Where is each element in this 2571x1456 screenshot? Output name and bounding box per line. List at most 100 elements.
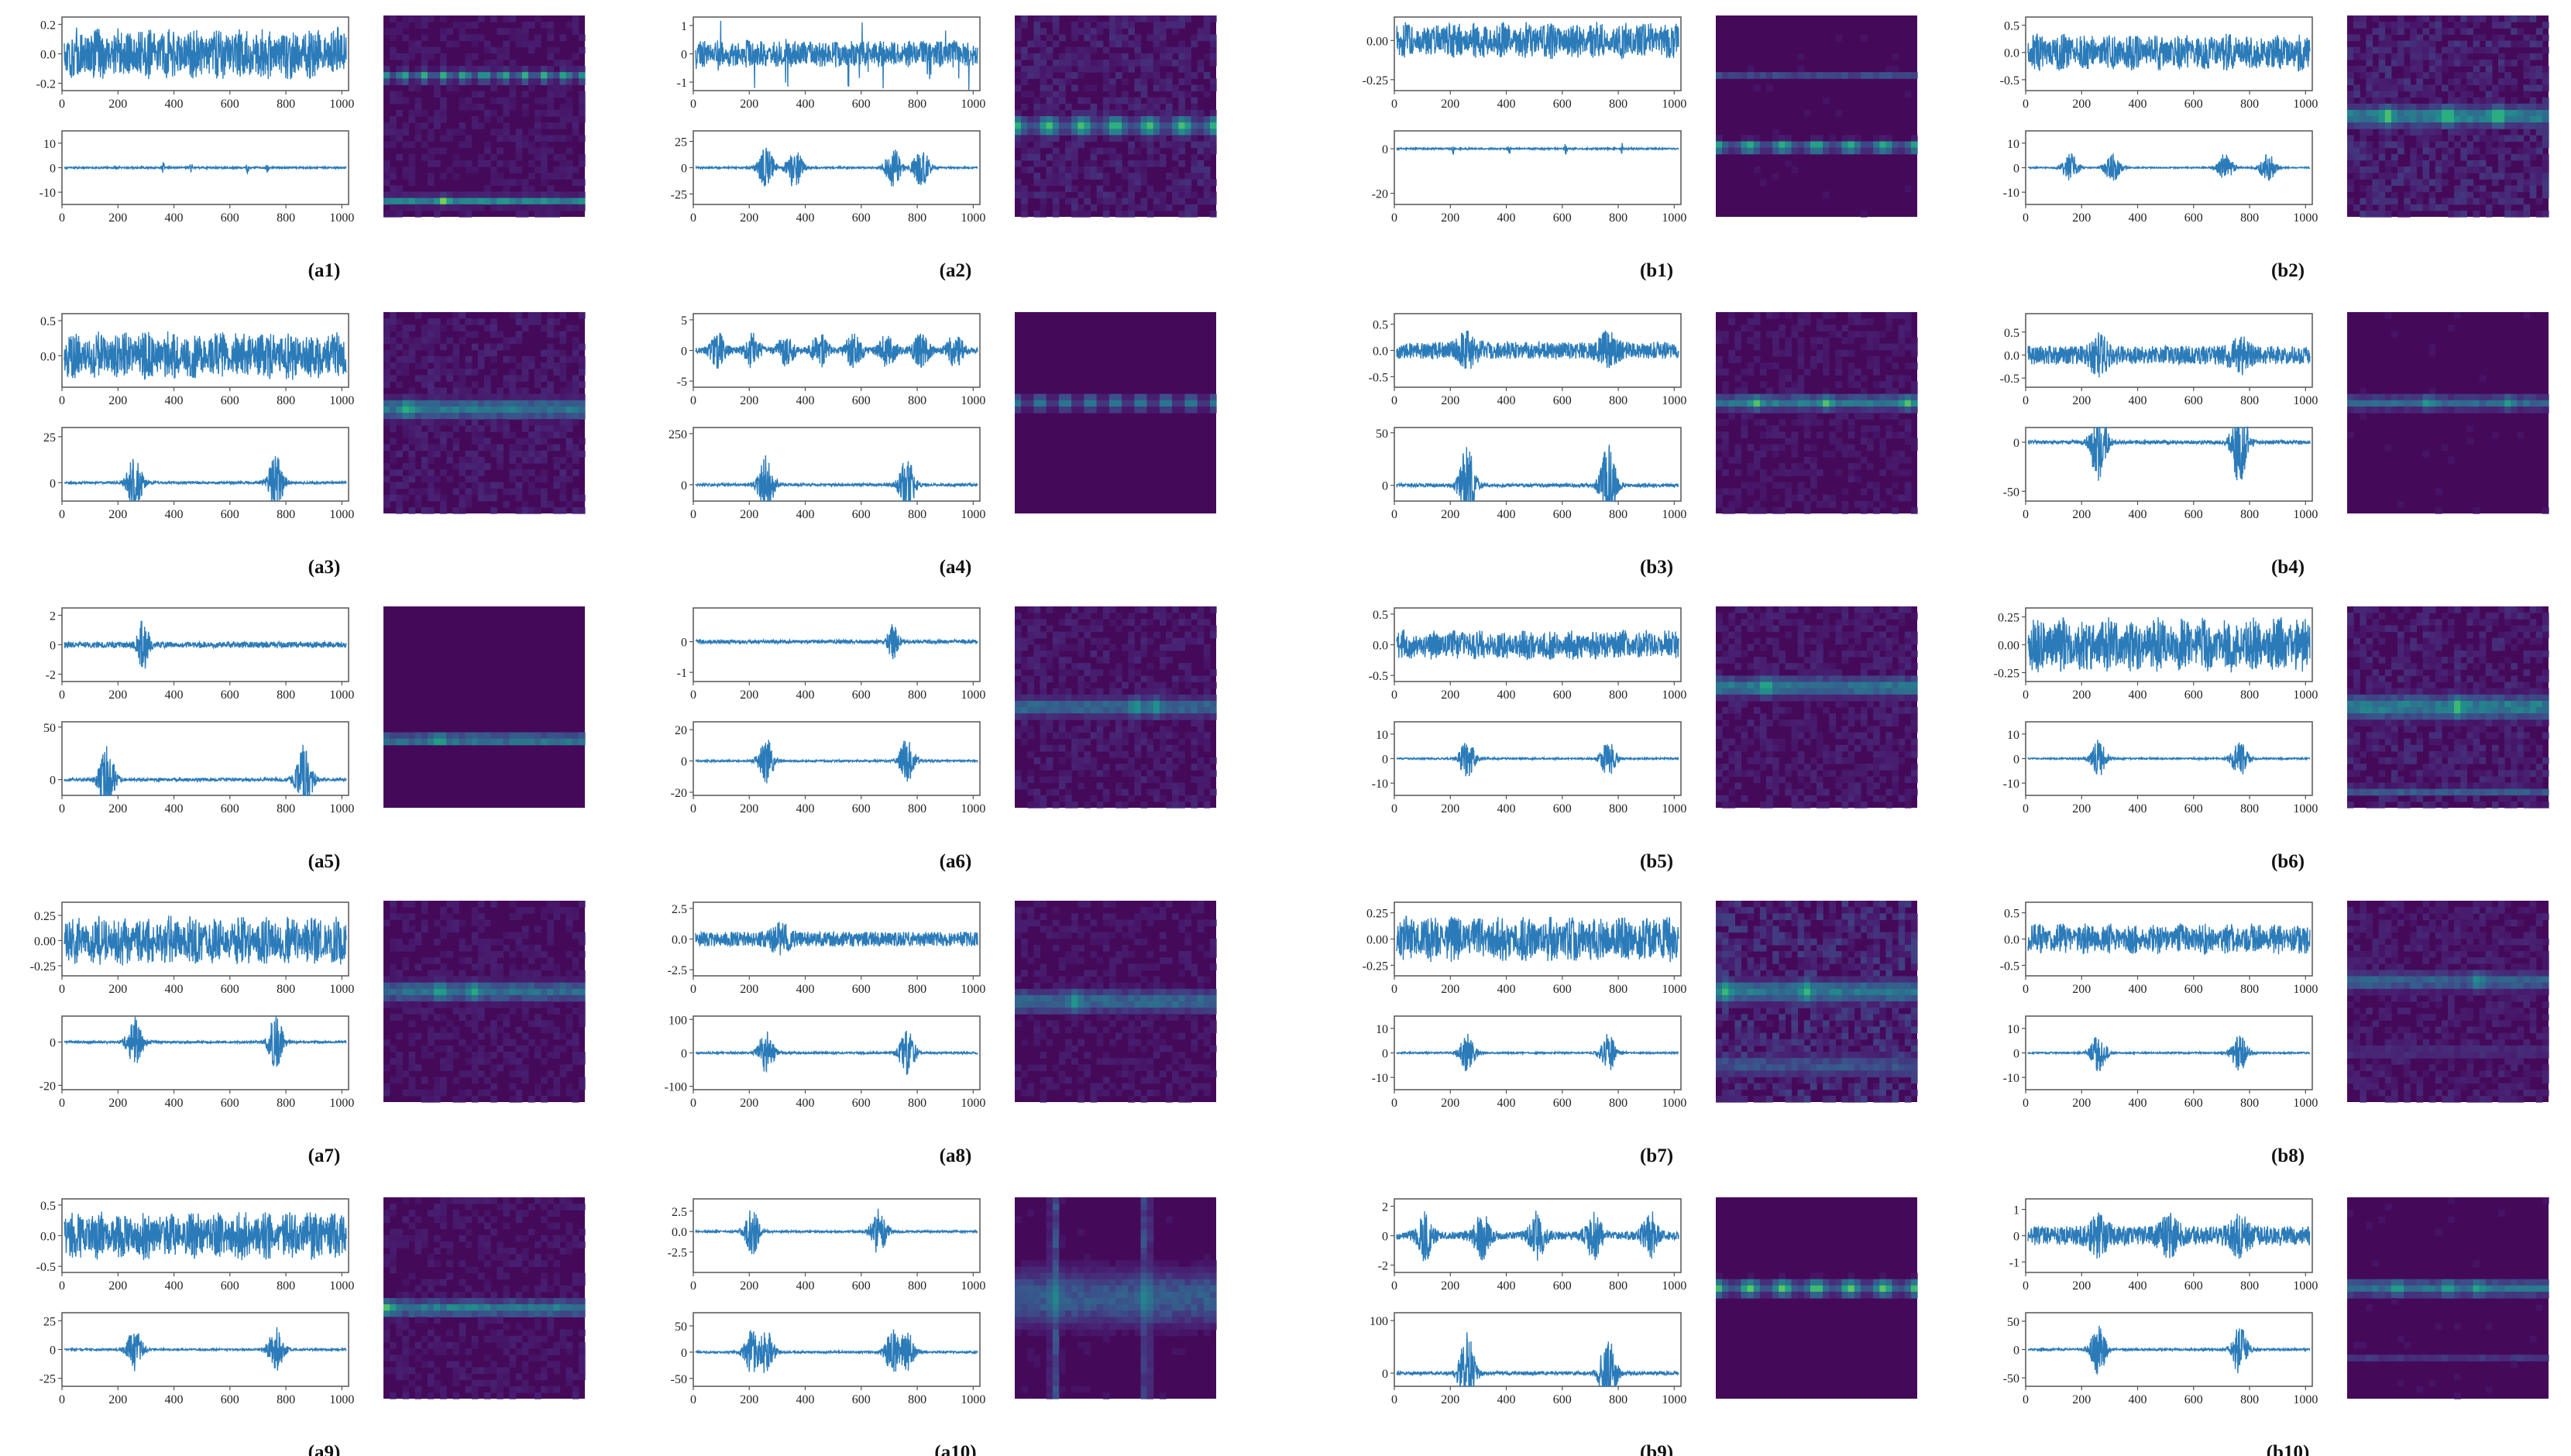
panel-a4-top-signal-xtick-label: 1000 <box>961 394 985 407</box>
panel-a3-spectrogram-cell <box>421 507 428 514</box>
panel-b5-spectrogram-cell <box>1722 682 1729 689</box>
panel-a6-spectrogram-cell <box>1140 776 1148 784</box>
panel-a6-spectrogram-cell <box>1197 726 1205 733</box>
panel-a6-spectrogram-cell <box>1172 675 1179 683</box>
panel-b5-spectrogram-cell <box>1803 694 1811 702</box>
panel-b3-spectrogram-cell <box>1810 444 1817 452</box>
panel-b4-top-signal-xtick-label: 400 <box>2129 394 2147 407</box>
panel-a2-spectrogram-cell <box>1027 40 1034 48</box>
panel-b3-spectrogram-cell <box>1847 381 1855 389</box>
panel-a2-spectrogram-cell <box>1203 179 1211 186</box>
panel-b2-spectrogram-cell <box>2372 15 2380 22</box>
panel-a3-spectrogram-cell <box>521 438 529 445</box>
panel-a2-spectrogram-cell <box>1071 109 1078 117</box>
panel-b5-spectrogram-cell <box>1892 770 1899 777</box>
panel-b2-spectrogram-cell <box>2504 15 2511 22</box>
panel-a1-spectrogram-cell <box>390 15 397 22</box>
panel-a1-spectrogram-cell <box>565 116 573 123</box>
panel-a2-spectrogram-cell <box>1078 66 1084 73</box>
panel-b1-spectrogram-cell <box>1892 141 1899 149</box>
panel-a2-spectrogram-cell <box>1021 22 1028 29</box>
panel-b5-bottom-signal-xtick-label: 800 <box>1609 802 1627 816</box>
panel-b3-spectrogram-cell <box>1779 419 1786 426</box>
panel-b4-spectrogram-cell <box>2441 400 2449 407</box>
panel-b3-spectrogram-cell <box>1898 400 1906 407</box>
panel-a6-spectrogram-cell <box>1172 713 1179 720</box>
panel-b2-spectrogram-cell <box>2422 122 2430 129</box>
panel-a2-spectrogram-cell <box>1184 191 1192 199</box>
panel-a3-spectrogram-cell <box>421 488 428 496</box>
panel-a2-spectrogram-cell <box>1033 116 1041 123</box>
panel-a2-spectrogram-cell <box>1153 59 1160 67</box>
panel-b5-spectrogram-cell <box>1747 738 1755 746</box>
panel-a3-spectrogram-cell <box>521 406 529 414</box>
panel-b2-spectrogram-cell <box>2416 66 2424 73</box>
panel-b5-spectrogram-cell <box>1734 631 1742 639</box>
panel-a2-spectrogram-cell <box>1084 197 1091 205</box>
panel-a1-spectrogram-cell <box>465 53 473 60</box>
panel-a6-spectrogram-cell <box>1191 795 1198 802</box>
panel-b4-spectrogram-cell <box>2466 438 2474 445</box>
panel-b2-spectrogram-cell <box>2372 160 2380 167</box>
panel-b5-spectrogram-cell <box>1803 726 1811 733</box>
panel-b5-spectrogram-cell <box>1753 770 1761 777</box>
panel-b2-spectrogram-cell <box>2479 167 2487 173</box>
panel-a6-spectrogram-cell <box>1122 770 1129 777</box>
panel-a1-spectrogram-cell <box>396 197 403 205</box>
panel-a3-spectrogram-cell <box>541 362 548 369</box>
panel-a6-spectrogram-cell <box>1040 619 1047 626</box>
panel-b4-spectrogram-cell <box>2372 393 2380 401</box>
panel-a2-spectrogram-cell <box>1203 129 1211 136</box>
panel-a6-spectrogram-cell <box>1046 764 1053 771</box>
panel-b2-spectrogram-cell <box>2517 103 2525 111</box>
panel-b5-spectrogram-cell <box>1803 682 1811 689</box>
panel-b3-spectrogram-cell <box>1753 393 1761 401</box>
panel-a3-spectrogram-cell <box>471 369 479 376</box>
panel-b3-spectrogram-cell <box>1898 456 1906 464</box>
panel-b2-spectrogram-cell <box>2535 66 2543 73</box>
panel-b2-spectrogram-cell <box>2416 78 2424 85</box>
panel-b3-spectrogram-cell <box>1753 456 1761 464</box>
panel-b2-spectrogram-cell <box>2491 129 2499 136</box>
panel-b2-spectrogram-cell <box>2511 191 2518 199</box>
panel-a6-spectrogram-cell <box>1128 719 1135 726</box>
panel-b5-spectrogram-cell <box>1797 726 1805 733</box>
panel-a2-spectrogram-cell <box>1027 122 1034 129</box>
panel-a2-spectrogram-cell <box>1027 72 1034 79</box>
panel-a6-spectrogram-cell <box>1134 726 1142 733</box>
panel-b2-spectrogram-cell <box>2542 173 2549 180</box>
panel-a3-spectrogram-cell <box>427 343 435 351</box>
panel-b3-spectrogram-cell <box>1867 438 1874 445</box>
panel-b2-spectrogram-cell <box>2535 210 2543 218</box>
panel-a2-spectrogram-cell <box>1184 109 1192 117</box>
panel-b5-spectrogram-cell <box>1791 764 1799 771</box>
panel-a1-spectrogram-cell <box>434 210 441 218</box>
panel-a2-spectrogram-cell <box>1128 185 1135 193</box>
panel-b5-spectrogram-cell <box>1823 707 1830 714</box>
panel-b2-top-signal-xtick-label: 600 <box>2184 98 2203 111</box>
panel-a2-spectrogram-cell <box>1071 160 1078 167</box>
panel-b2-spectrogram-cell <box>2466 15 2474 22</box>
panel-a3-spectrogram-cell <box>541 469 548 476</box>
panel-a1-spectrogram-cell <box>408 15 416 22</box>
panel-a3-spectrogram-cell <box>534 450 541 458</box>
panel-a3-spectrogram-cell <box>434 355 441 363</box>
panel-a6-spectrogram-cell <box>1078 764 1084 771</box>
panel-b3-spectrogram-cell <box>1847 476 1855 482</box>
panel-a6-spectrogram-cell <box>1209 682 1217 689</box>
panel-b3-spectrogram-cell <box>1910 507 1918 514</box>
panel-a3-spectrogram-cell <box>440 438 447 445</box>
panel-a3-spectrogram-cell <box>559 400 567 407</box>
panel-b1-spectrogram-cell <box>1747 141 1755 149</box>
panel-a6-spectrogram-cell <box>1159 764 1167 771</box>
panel-a4-spectrogram-cell <box>1122 400 1129 407</box>
panel-a6-spectrogram-cell <box>1159 732 1167 740</box>
panel-b3-spectrogram-cell <box>1873 488 1880 496</box>
panel-a2-spectrogram-cell <box>1046 122 1053 129</box>
panel-b2-spectrogram-cell <box>2428 84 2436 92</box>
panel-b4-bottom-signal-xtick-label: 600 <box>2184 508 2203 521</box>
panel-a2-spectrogram-cell <box>1071 147 1078 155</box>
panel-a1-spectrogram-cell <box>440 147 447 155</box>
panel-a6-spectrogram-cell <box>1178 637 1185 645</box>
